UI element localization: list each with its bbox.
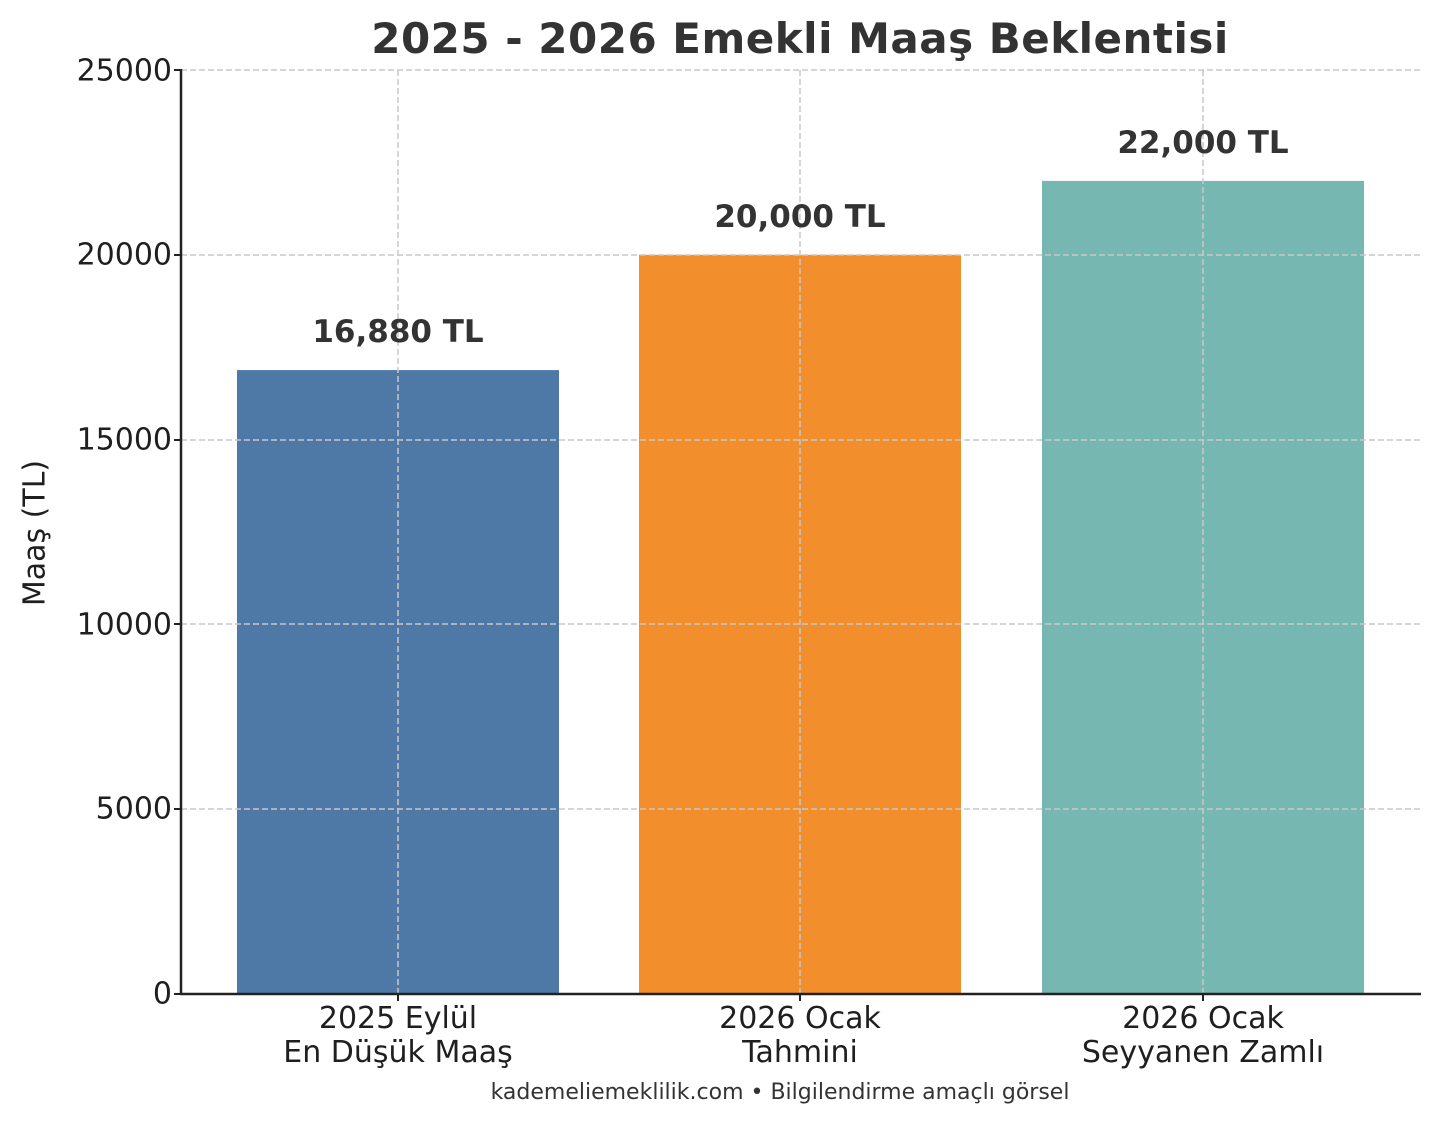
- x-tick-label: 2026 Ocak Seyyanen Zamlı: [1003, 1002, 1403, 1070]
- x-tick-label: 2026 Ocak Tahmini: [600, 1002, 1000, 1070]
- x-tick-label-line1: 2026 Ocak: [719, 1001, 881, 1036]
- x-ticks: [397, 994, 1204, 1001]
- bar-value-label: 20,000 TL: [714, 199, 886, 235]
- y-tick-label: 25000: [76, 53, 172, 89]
- y-tick-label: 5000: [95, 791, 172, 827]
- x-tick-label-line2: Seyyanen Zamlı: [1081, 1035, 1325, 1070]
- footer-credit: kademeliemeklilik.com • Bilgilendirme am…: [490, 1080, 1070, 1105]
- bar-value-label: 22,000 TL: [1117, 125, 1289, 161]
- x-tick-label-line2: Tahmini: [742, 1035, 858, 1070]
- x-tick-label-line1: 2026 Ocak: [1122, 1001, 1284, 1036]
- x-tick-label-line2: En Düşük Maaş: [283, 1035, 513, 1070]
- y-tick-label: 0: [152, 976, 172, 1012]
- y-tick-label: 15000: [76, 422, 172, 458]
- y-tick-label: 10000: [76, 607, 172, 643]
- y-tick-label: 20000: [76, 237, 172, 273]
- x-tick-label-line1: 2025 Eylül: [318, 1001, 478, 1036]
- chart-title: 2025 - 2026 Emekli Maaş Beklentisi: [371, 14, 1229, 63]
- grid-lines: [181, 69, 1420, 994]
- y-ticks: [174, 69, 181, 995]
- x-tick-label: 2025 Eylül En Düşük Maaş: [198, 1002, 598, 1070]
- bar-value-label: 16,880 TL: [312, 314, 484, 350]
